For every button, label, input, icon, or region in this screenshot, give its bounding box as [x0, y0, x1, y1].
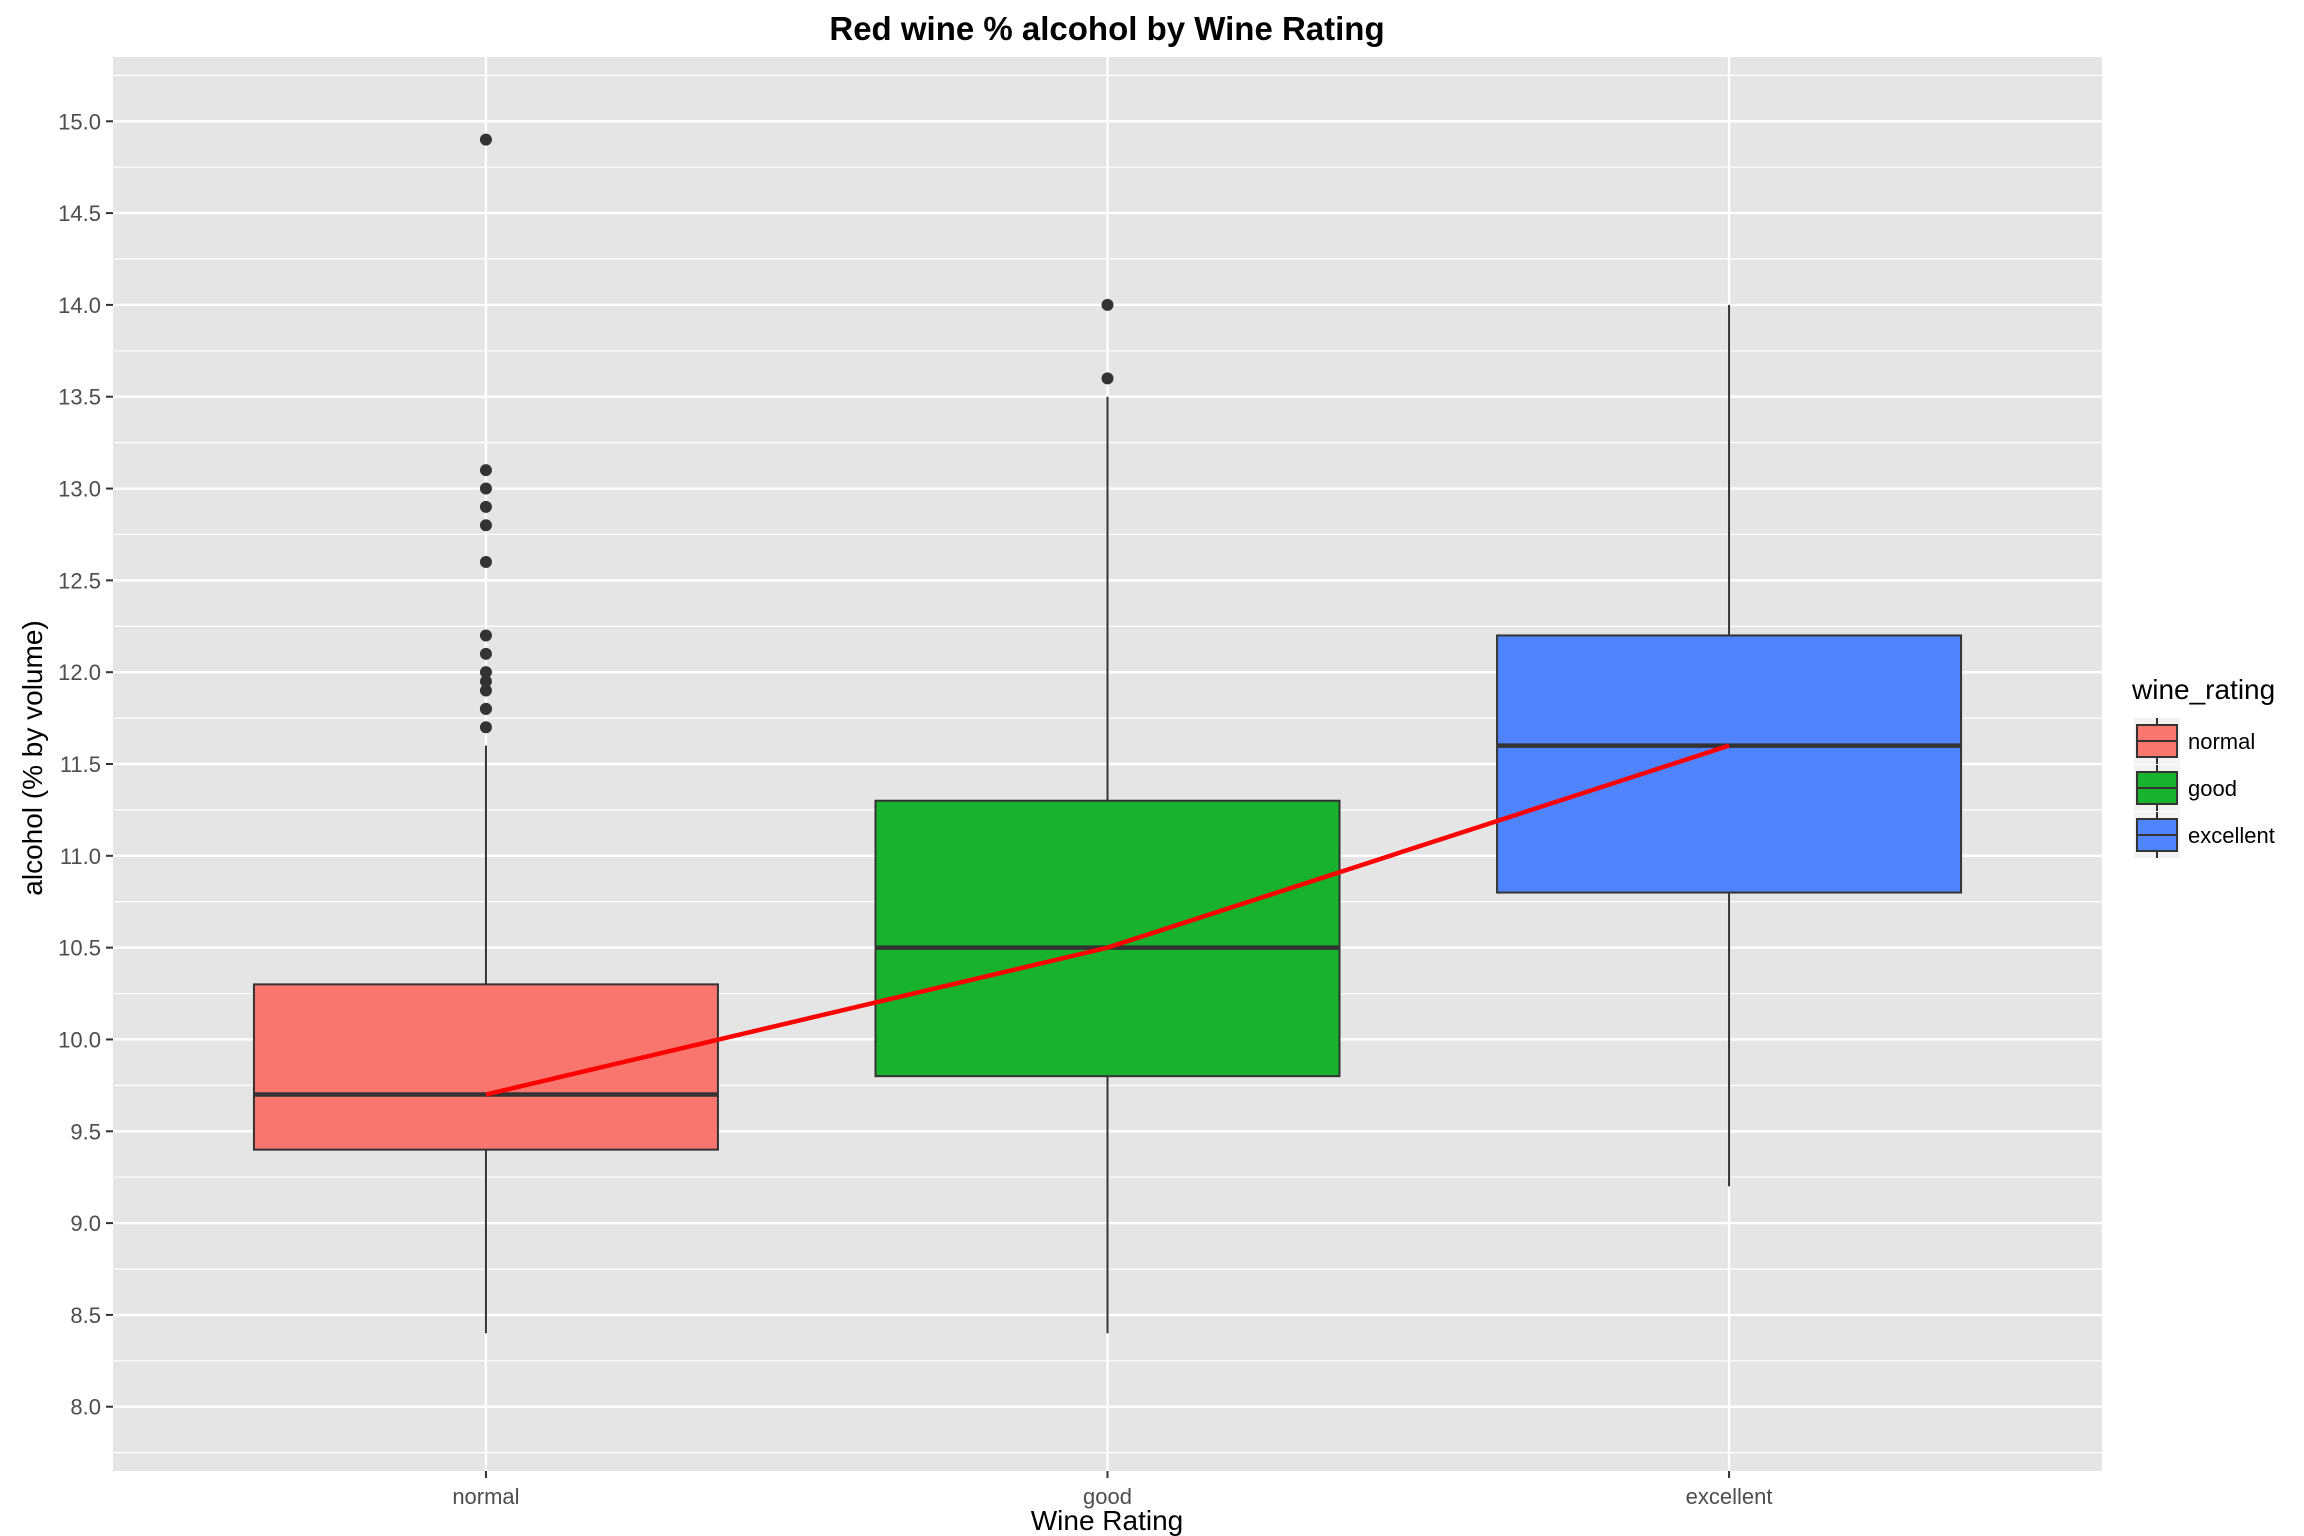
- x-axis: normal good excellent: [452, 1471, 1772, 1509]
- legend-key-normal: [2134, 718, 2180, 764]
- legend-label-normal: normal: [2188, 729, 2255, 754]
- box-excellent: [1496, 304, 1963, 1187]
- box-good: [874, 298, 1341, 1334]
- box-iqr: [874, 799, 1341, 1078]
- plot-panel: [113, 57, 2102, 1471]
- y-tick-label: 10.0: [58, 1027, 101, 1052]
- y-tick-label: 11.0: [60, 844, 101, 869]
- y-tick-label: 14.0: [58, 293, 101, 318]
- x-tick-label: good: [1083, 1484, 1132, 1509]
- outlier-point: [479, 556, 492, 568]
- y-axis: 8.0 8.5 9.0 9.5 10.0 10.5 11.0 11.5 12.0 12.5 13.0…: [58, 109, 113, 1420]
- outlier-point: [479, 684, 492, 697]
- outlier-point: [479, 629, 492, 642]
- y-tick-label: 13.0: [58, 477, 101, 502]
- y-tick-label: 9.5: [70, 1119, 101, 1144]
- y-tick-label: 9.0: [70, 1211, 101, 1236]
- outlier-point: [1101, 298, 1114, 311]
- legend-label-good: good: [2188, 776, 2237, 801]
- x-tick-label: normal: [452, 1484, 519, 1509]
- y-tick-label: 13.5: [58, 385, 101, 410]
- y-tick-label: 8.5: [70, 1303, 101, 1328]
- y-tick-label: 15.0: [58, 109, 101, 134]
- legend-key-good: [2134, 765, 2180, 811]
- y-tick-label: 10.5: [58, 936, 101, 961]
- y-tick-label: 8.0: [70, 1395, 101, 1420]
- chart-title: Red wine % alcohol by Wine Rating: [829, 10, 1384, 47]
- legend-title: wine_rating: [2131, 674, 2275, 705]
- legend-label-excellent: excellent: [2188, 823, 2275, 848]
- outlier-point: [1101, 372, 1114, 385]
- outlier-point: [479, 647, 492, 660]
- y-tick-label: 12.5: [58, 568, 101, 593]
- legend: wine_rating normal good excellent: [2131, 674, 2275, 858]
- y-tick-label: 12.0: [58, 660, 101, 685]
- y-tick-label: 11.5: [60, 752, 101, 777]
- median-trend-line: [485, 743, 1730, 1097]
- box-iqr: [252, 983, 719, 1151]
- box-iqr: [1496, 634, 1963, 894]
- y-tick-label: 14.5: [58, 201, 101, 226]
- outlier-point: [479, 482, 492, 495]
- outlier-point: [479, 702, 492, 715]
- outlier-point: [479, 666, 492, 679]
- outlier-point: [479, 133, 492, 146]
- outlier-point: [479, 675, 492, 688]
- legend-key-excellent: [2134, 812, 2180, 858]
- y-axis-title: alcohol (% by volume): [17, 620, 48, 895]
- outlier-point: [479, 464, 492, 477]
- outlier-point: [479, 519, 492, 532]
- outlier-point: [479, 500, 492, 513]
- x-tick-label: excellent: [1686, 1484, 1773, 1509]
- x-axis-title: Wine Rating: [1031, 1505, 1184, 1536]
- outlier-point: [479, 721, 492, 734]
